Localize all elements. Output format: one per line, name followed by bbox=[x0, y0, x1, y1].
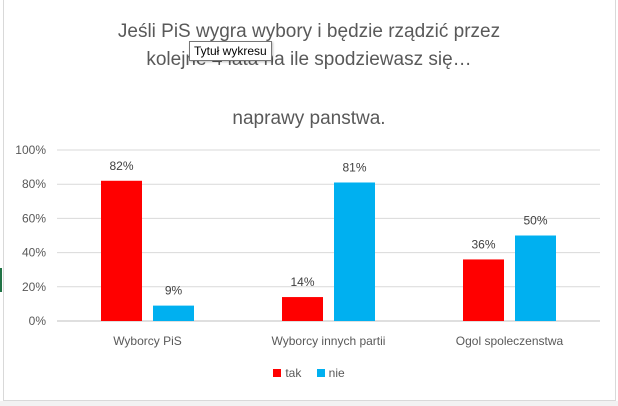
bar-tak bbox=[282, 297, 323, 321]
data-label-tak: 14% bbox=[290, 275, 314, 289]
y-tick-label: 20% bbox=[22, 280, 46, 294]
y-tick-label: 60% bbox=[22, 211, 46, 225]
data-label-tak: 82% bbox=[109, 159, 133, 173]
x-category-label: Wyborcy PiS bbox=[113, 334, 182, 348]
chart-title-line-1[interactable]: Jeśli PiS wygra wybory i będzie rządzić … bbox=[117, 21, 501, 42]
legend-label-nie: nie bbox=[328, 366, 345, 380]
bar-tak bbox=[463, 259, 504, 321]
bar-nie bbox=[153, 305, 194, 321]
y-tick-label: 100% bbox=[15, 143, 46, 157]
data-label-nie: 9% bbox=[165, 284, 183, 298]
y-tick-label: 80% bbox=[22, 177, 46, 191]
x-category-label: Wyborcy innych partii bbox=[272, 334, 386, 348]
data-label-nie: 50% bbox=[523, 214, 547, 228]
legend[interactable]: tak nie bbox=[0, 366, 618, 380]
legend-label-tak: tak bbox=[285, 366, 302, 380]
x-category-label: Ogol spoleczenstwa bbox=[456, 334, 564, 348]
bar-tak bbox=[101, 180, 142, 321]
data-label-tak: 36% bbox=[471, 237, 495, 251]
bar-nie bbox=[515, 235, 556, 321]
legend-swatch-tak bbox=[273, 369, 282, 377]
data-label-nie: 81% bbox=[342, 160, 366, 174]
y-tick-label: 40% bbox=[22, 246, 46, 260]
bar-nie bbox=[334, 182, 375, 321]
sheet-edge-marker bbox=[0, 268, 2, 292]
legend-swatch-nie bbox=[316, 369, 325, 377]
y-tick-label: 0% bbox=[29, 314, 47, 328]
sheet-bottom-strip bbox=[0, 401, 618, 406]
chart-title-line-3[interactable]: naprawy panstwa. bbox=[232, 108, 386, 129]
title-tooltip: Tytuł wykresu bbox=[189, 41, 272, 61]
legend-item-tak[interactable]: tak bbox=[273, 366, 301, 380]
legend-item-nie[interactable]: nie bbox=[316, 366, 345, 380]
